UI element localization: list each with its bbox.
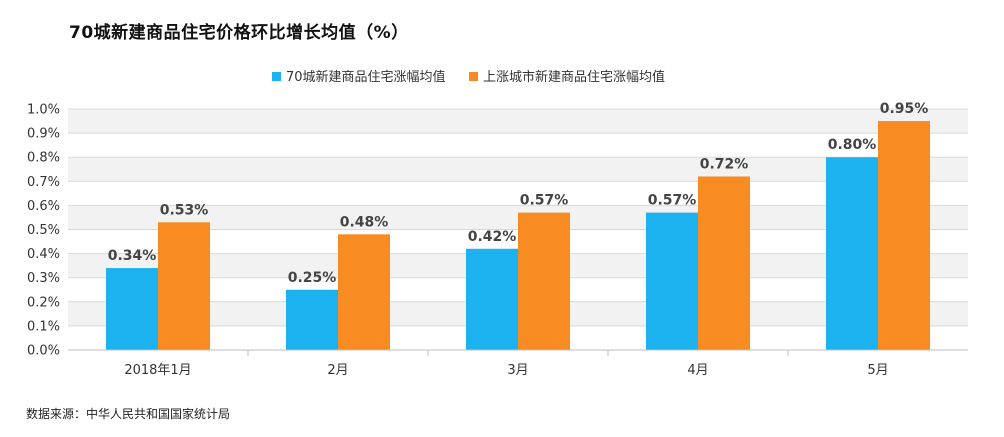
- bar: [878, 121, 930, 350]
- data-label: 0.25%: [288, 270, 337, 286]
- bar: [518, 212, 570, 350]
- bar: [106, 268, 158, 350]
- bar: [698, 176, 750, 350]
- data-label: 0.57%: [648, 193, 697, 209]
- x-tick-label: 2018年1月: [124, 363, 191, 378]
- legend-swatch: [272, 72, 281, 81]
- y-tick-label: 0.1%: [27, 319, 60, 334]
- legend-label: 上涨城市新建商品住宅涨幅均值: [483, 69, 665, 85]
- x-tick-label: 5月: [867, 363, 888, 378]
- y-tick-label: 0.0%: [27, 344, 60, 359]
- y-tick-label: 1.0%: [27, 103, 60, 118]
- y-tick-label: 0.5%: [27, 223, 60, 238]
- legend-label: 70城新建商品住宅涨幅均值: [286, 69, 446, 85]
- grid-band: [68, 157, 968, 182]
- data-label: 0.48%: [340, 214, 389, 230]
- x-tick-label: 2月: [327, 363, 348, 378]
- source-note: 数据来源：中华人民共和国国家统计局: [26, 407, 231, 421]
- data-label: 0.72%: [700, 156, 749, 172]
- x-tick-label: 3月: [507, 363, 528, 378]
- data-label: 0.95%: [880, 101, 929, 117]
- y-tick-label: 0.7%: [27, 175, 60, 190]
- data-label: 0.57%: [520, 193, 569, 209]
- legend-swatch: [469, 72, 478, 81]
- bar: [826, 157, 878, 350]
- bar: [286, 289, 338, 350]
- data-label: 0.42%: [468, 229, 517, 245]
- y-tick-label: 0.4%: [27, 247, 60, 262]
- data-label: 0.34%: [108, 248, 157, 264]
- y-tick-label: 0.2%: [27, 295, 60, 310]
- chart-title: 70城新建商品住宅价格环比增长均值（%）: [69, 23, 409, 43]
- bar: [466, 248, 518, 350]
- x-tick-label: 4月: [687, 363, 708, 378]
- y-tick-label: 0.9%: [27, 127, 60, 142]
- y-tick-label: 0.6%: [27, 199, 60, 214]
- y-tick-label: 0.3%: [27, 271, 60, 286]
- bar: [338, 234, 390, 350]
- data-label: 0.80%: [828, 137, 877, 153]
- data-label: 0.53%: [160, 202, 209, 218]
- bar: [158, 222, 210, 350]
- grid-band: [68, 109, 968, 134]
- y-tick-label: 0.8%: [27, 151, 60, 166]
- bar: [646, 212, 698, 350]
